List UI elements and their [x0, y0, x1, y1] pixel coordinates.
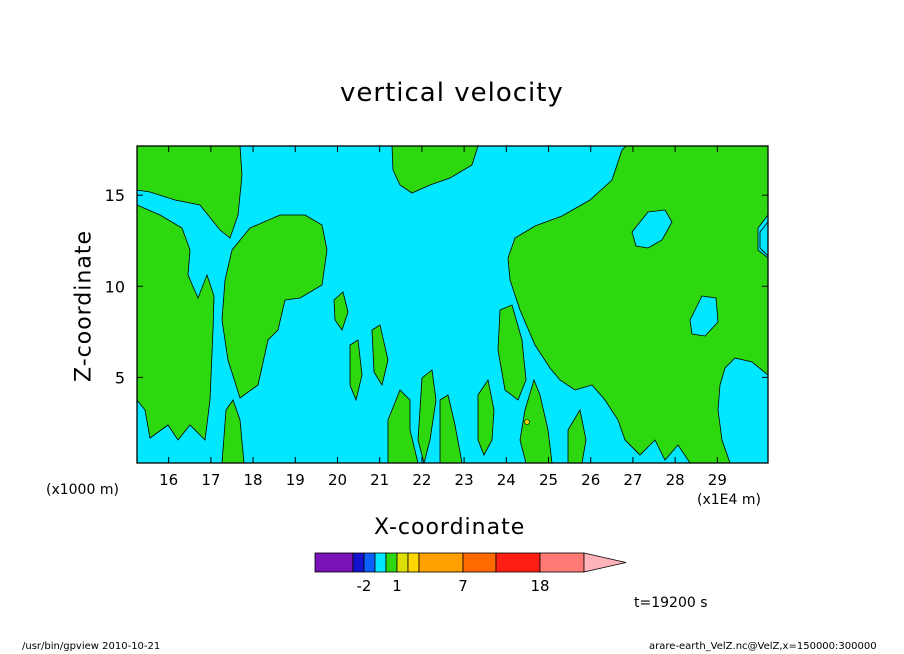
y-tick-label: 5 [115, 368, 125, 387]
blob-center-2 [349, 339, 363, 402]
colorbar-segment [314, 552, 354, 573]
hole-right-mid [689, 295, 719, 337]
region-upper-left-block [221, 214, 328, 399]
plot-area [136, 145, 769, 465]
blob-center-5 [417, 369, 437, 465]
blob-center-3 [371, 324, 389, 387]
region-left-mid [136, 204, 215, 441]
x-unit-left: (x1000 m) [46, 482, 119, 498]
x-tick-label: 26 [581, 471, 600, 489]
colorbar-segment [462, 552, 497, 573]
colorbar-segment [495, 552, 541, 573]
blob-center-7 [477, 378, 495, 456]
region-top-middle [391, 145, 479, 194]
colorbar-tick-label: -2 [357, 577, 372, 595]
footer-right: arare-earth_VelZ.nc@VelZ,x=150000:300000 [649, 641, 877, 652]
colorbar-tick-label: 1 [392, 577, 402, 595]
y-tick-label: 15 [105, 186, 125, 205]
chart-title: vertical velocity [340, 78, 564, 108]
blob-center-6 [439, 394, 463, 464]
x-tick-label: 18 [244, 471, 263, 489]
x-tick-label: 24 [497, 471, 516, 489]
colorbar-segment [363, 552, 376, 573]
blob-center-10 [567, 408, 587, 464]
footer-left: /usr/bin/gpview 2010-10-21 [22, 641, 161, 652]
time-label: t=19200 s [634, 595, 708, 611]
colorbar-segment [374, 552, 387, 573]
x-tick-label: 28 [666, 471, 685, 489]
colorbar-segment [418, 552, 464, 573]
blob-center-9 [519, 378, 553, 464]
x-tick-label: 22 [412, 471, 431, 489]
x-tick-label: 16 [159, 471, 178, 489]
plot-frame [136, 145, 769, 464]
contour-peak-marker [524, 419, 530, 425]
x-tick-label: 21 [370, 471, 389, 489]
colorbar-segment [407, 552, 420, 573]
region-right [507, 145, 769, 464]
x-tick-label: 19 [286, 471, 305, 489]
blob-center-8 [497, 304, 527, 401]
contour-regions [136, 145, 769, 465]
x-tick-label: 17 [201, 471, 220, 489]
x-tick-label: 23 [455, 471, 474, 489]
x-tick-label: 29 [708, 471, 727, 489]
colorbar-segment [396, 552, 409, 573]
y-axis-label: Z-coordinate [71, 230, 97, 382]
colorbar-tick-label: 18 [530, 577, 549, 595]
x-tick-label: 20 [328, 471, 347, 489]
colorbar: -2 1 7 18 [314, 552, 627, 595]
hole-right-upper [631, 209, 673, 249]
y-axis-ticks: 5 10 15 [105, 186, 768, 387]
blob-center-1 [333, 291, 349, 331]
colorbar-segment [352, 552, 365, 573]
y-tick-label: 10 [105, 277, 125, 296]
x-tick-label: 27 [623, 471, 642, 489]
colorbar-extension [583, 552, 627, 573]
x-axis-label: X-coordinate [374, 515, 526, 540]
x-axis-ticks: 16 17 18 19 20 21 22 23 24 25 26 27 28 29 [159, 146, 727, 489]
region-left-top [136, 145, 243, 239]
region-left-bottom [221, 399, 245, 464]
colorbar-segment [385, 552, 398, 573]
colorbar-segment [539, 552, 585, 573]
x-unit-right: (x1E4 m) [697, 492, 761, 508]
colorbar-tick-label: 7 [458, 577, 468, 595]
x-tick-label: 25 [539, 471, 558, 489]
